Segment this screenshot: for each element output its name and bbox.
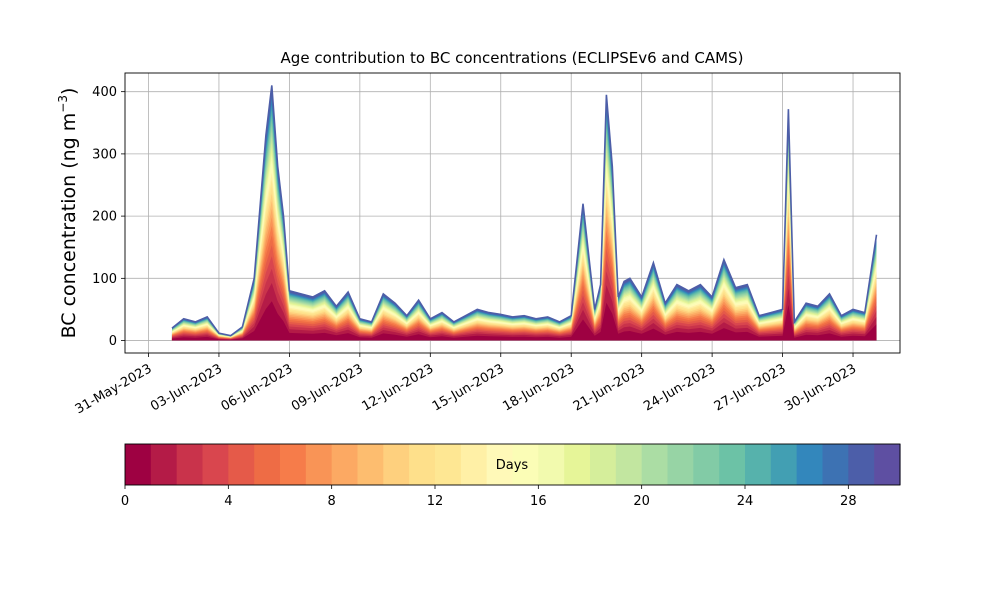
x-tick-label: 21-Jun-2023	[571, 361, 648, 414]
age-bin-area-1	[171, 283, 877, 341]
colorbar-segment	[796, 444, 824, 485]
x-tick-label: 27-Jun-2023	[712, 361, 789, 414]
colorbar-segment	[693, 444, 720, 485]
colorbar-tick-label: 0	[121, 494, 129, 509]
y-tick-label: 300	[92, 147, 117, 162]
colorbar-tick-label: 8	[328, 494, 336, 509]
age-bin-area-0	[171, 301, 877, 341]
y-tick-label: 100	[92, 272, 117, 287]
colorbar-segment	[770, 444, 798, 485]
colorbar-segment	[512, 444, 539, 485]
colorbar-segment	[848, 444, 875, 485]
colorbar-label: Days	[496, 458, 529, 473]
x-tick-label: 09-Jun-2023	[289, 361, 366, 414]
y-axis-ticks: 0 100 200 300 400	[92, 85, 125, 349]
colorbar-segment	[331, 444, 359, 485]
x-tick-label: 18-Jun-2023	[500, 361, 577, 414]
colorbar-segment	[280, 444, 307, 485]
colorbar-tick-label: 16	[530, 494, 547, 509]
colorbar-segment	[590, 444, 617, 485]
colorbar-segment	[202, 444, 229, 485]
x-tick-label: 15-Jun-2023	[430, 361, 507, 414]
y-axis-label: BC concentration (ng m−3)	[56, 88, 80, 339]
colorbar-segment	[486, 444, 514, 485]
y-axis-label-main: BC concentration (ng m	[58, 113, 80, 339]
colorbar-segment	[874, 444, 901, 485]
colorbar-segment	[125, 444, 152, 485]
y-tick-label: 200	[92, 210, 117, 225]
colorbar-segment	[745, 444, 772, 485]
y-axis-label-close: )	[58, 88, 80, 95]
colorbar-segment	[822, 444, 849, 485]
colorbar-tick-label: 20	[633, 494, 650, 509]
age-colorbar	[125, 444, 901, 485]
colorbar-segment	[538, 444, 565, 485]
colorbar-segment	[176, 444, 204, 485]
colorbar-segment	[357, 444, 384, 485]
colorbar-ticks: 0 4 8 12 16 20 24 28	[121, 485, 857, 509]
total-concentration-line	[171, 85, 878, 337]
colorbar-segment	[435, 444, 462, 485]
colorbar-segment	[150, 444, 178, 485]
colorbar-segment	[719, 444, 746, 485]
colorbar-tick-label: 28	[840, 494, 857, 509]
y-tick-label: 0	[109, 334, 117, 349]
colorbar-segment	[615, 444, 643, 485]
x-tick-label: 24-Jun-2023	[641, 361, 718, 414]
x-tick-label: 06-Jun-2023	[219, 361, 296, 414]
x-axis-ticks: 31-May-202303-Jun-202306-Jun-202309-Jun-…	[73, 353, 859, 417]
colorbar-tick-label: 12	[427, 494, 444, 509]
chart-title: Age contribution to BC concentrations (E…	[281, 49, 744, 67]
colorbar-tick-label: 24	[737, 494, 754, 509]
colorbar-segment	[228, 444, 255, 485]
colorbar-segment	[667, 444, 694, 485]
x-tick-label: 12-Jun-2023	[359, 361, 436, 414]
plot-frame	[124, 72, 901, 354]
y-axis-label-superscript: −3	[56, 95, 70, 113]
x-tick-label: 30-Jun-2023	[782, 361, 859, 414]
colorbar-tick-label: 4	[224, 494, 232, 509]
colorbar-frame	[124, 443, 901, 486]
colorbar-segment	[564, 444, 591, 485]
stacked-age-areas	[171, 85, 877, 341]
colorbar-segment	[383, 444, 410, 485]
colorbar-segment	[641, 444, 669, 485]
colorbar-segment	[409, 444, 436, 485]
y-tick-label: 400	[92, 85, 117, 100]
colorbar-segment	[254, 444, 281, 485]
colorbar-segment	[460, 444, 488, 485]
x-tick-label: 03-Jun-2023	[148, 361, 225, 414]
colorbar-segment	[305, 444, 333, 485]
x-tick-label: 31-May-2023	[73, 361, 155, 417]
